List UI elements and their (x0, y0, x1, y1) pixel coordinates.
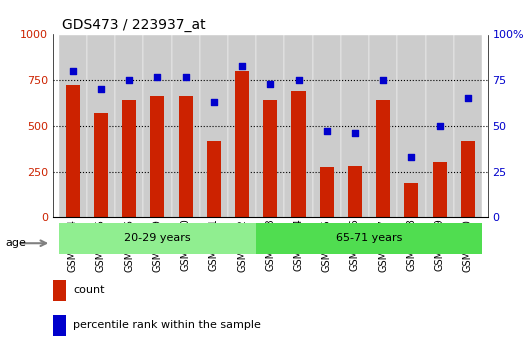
Point (210, 99, 218, 105)
Bar (398, 35, 426, 218)
Bar (53, 280, 66, 301)
Point (464, 96, 472, 101)
Bar (87, 35, 115, 218)
Point (351, 130, 359, 136)
Bar (461, 140, 475, 217)
Bar (256, 223, 482, 254)
Bar (228, 35, 256, 218)
Point (322, 129, 331, 134)
Text: 65-71 years: 65-71 years (336, 233, 402, 243)
Point (294, 77, 303, 83)
Bar (151, 96, 164, 217)
Point (238, 63, 246, 68)
Text: 20-29 years: 20-29 years (124, 233, 191, 243)
Bar (143, 35, 172, 218)
Point (435, 123, 444, 129)
Bar (376, 100, 390, 217)
Bar (122, 100, 136, 217)
Bar (432, 162, 447, 217)
Bar (94, 113, 108, 217)
Bar (115, 35, 143, 218)
Text: age: age (5, 238, 26, 248)
Bar (426, 35, 454, 218)
Point (97, 87, 105, 92)
Bar (59, 35, 87, 218)
Bar (320, 167, 334, 217)
Bar (256, 35, 285, 218)
Bar (59, 223, 256, 254)
Point (181, 74, 190, 79)
Bar (235, 71, 249, 217)
Bar (292, 91, 306, 217)
Point (407, 154, 416, 160)
Bar (313, 35, 341, 218)
Text: percentile rank within the sample: percentile rank within the sample (73, 320, 261, 330)
Bar (341, 35, 369, 218)
Bar (285, 35, 313, 218)
Point (379, 77, 387, 83)
Text: count: count (73, 285, 104, 295)
Point (153, 74, 162, 79)
Bar (172, 35, 200, 218)
Bar (53, 315, 66, 336)
Bar (454, 35, 482, 218)
Bar (369, 35, 398, 218)
Bar (348, 166, 362, 217)
Point (125, 77, 134, 83)
Bar (404, 183, 419, 217)
Bar (179, 96, 193, 217)
Text: GDS473 / 223937_at: GDS473 / 223937_at (61, 18, 205, 32)
Bar (207, 140, 221, 217)
Point (266, 81, 275, 87)
Bar (263, 100, 277, 217)
Point (68, 68, 77, 74)
Bar (66, 85, 80, 217)
Bar (200, 35, 228, 218)
